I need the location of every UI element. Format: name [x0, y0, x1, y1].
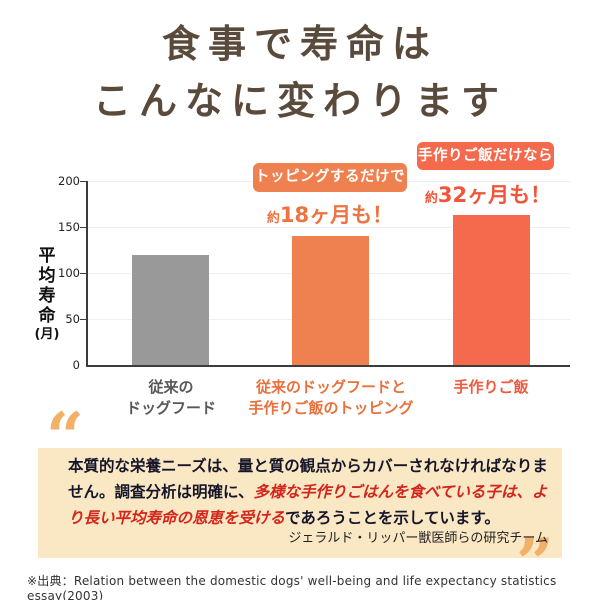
quote-text-normal-1: 本質的な栄養ニーズは、量と質の観点からカバーされなければなりません。調査分析は明…: [68, 456, 548, 501]
gridline-150: [88, 227, 570, 228]
y-tick-0: 0: [72, 358, 80, 372]
callout-bubble-topping: トッピングするだけで: [253, 163, 407, 192]
y-tickmark: [80, 273, 86, 274]
bar-food-with-topping: [292, 236, 369, 365]
page-title: 食事で寿命は こんなに変わります: [0, 16, 600, 130]
y-tickmark: [80, 319, 86, 320]
category-line: 手作りご飯: [453, 378, 529, 396]
open-quote-icon: “: [46, 398, 84, 476]
title-line-1: 食事で寿命は: [161, 22, 438, 66]
category-line: 従来の: [148, 378, 194, 396]
callout-number: 18ヶ月も！: [279, 203, 394, 227]
callout-value-18-months: 約18ヶ月も！: [235, 199, 425, 229]
y-tickmark: [80, 227, 86, 228]
category-label-conventional: 従来の ドッグフード: [90, 377, 252, 419]
y-axis-char: 平均寿命: [33, 246, 61, 326]
callout-value-32-months: 約32ヶ月も！: [393, 179, 583, 209]
y-tick-150: 150: [58, 220, 80, 234]
category-label-topping: 従来のドッグフードと 手作りご飯のトッピング: [208, 377, 454, 419]
close-quote-icon: ”: [516, 524, 554, 600]
bar-conventional-food: [132, 254, 209, 365]
title-line-2: こんなに変わります: [92, 79, 507, 123]
callout-number: 32ヶ月も！: [437, 183, 552, 207]
y-axis-char: 命: [38, 306, 56, 326]
bar-homemade-food: [453, 215, 530, 365]
y-tickmark: [80, 181, 86, 182]
y-axis-label: 平均寿命 (月): [33, 246, 61, 344]
y-tick-100: 100: [58, 266, 80, 280]
quote-text-normal-2: であろうことを示しています。: [285, 508, 500, 527]
quote-text-emphasis: 多様な手作りごはんを食べている子は、より長い平均寿命の恩恵を受ける: [68, 482, 548, 527]
y-axis-char: 平: [38, 246, 56, 266]
category-line: 手作りご飯のトッピング: [248, 399, 414, 417]
bar-chart-plot-area: [86, 181, 570, 367]
quote-attribution: ジェラルド・リッパー獣医師らの研究チーム: [288, 531, 548, 546]
category-label-homemade: 手作りご飯: [411, 377, 571, 398]
category-line: 従来のドッグフードと: [255, 378, 406, 396]
y-axis-char: 寿: [38, 286, 56, 306]
category-line: ドッグフード: [125, 399, 216, 417]
y-axis-char: 均: [38, 266, 56, 286]
callout-prefix: 約: [266, 211, 280, 226]
quote-text: 本質的な栄養ニーズは、量と質の観点からカバーされなければなりません。調査分析は明…: [68, 453, 552, 531]
quote-box: [38, 448, 562, 558]
y-tick-50: 50: [65, 312, 80, 326]
y-axis-unit: (月): [34, 327, 60, 342]
callout-prefix: 約: [424, 191, 438, 206]
source-citation: ※出典：Relation between the domestic dogs' …: [27, 574, 557, 600]
callout-bubble-homemade: 手作りご飯だけなら: [417, 142, 554, 170]
y-tick-200: 200: [58, 174, 80, 188]
